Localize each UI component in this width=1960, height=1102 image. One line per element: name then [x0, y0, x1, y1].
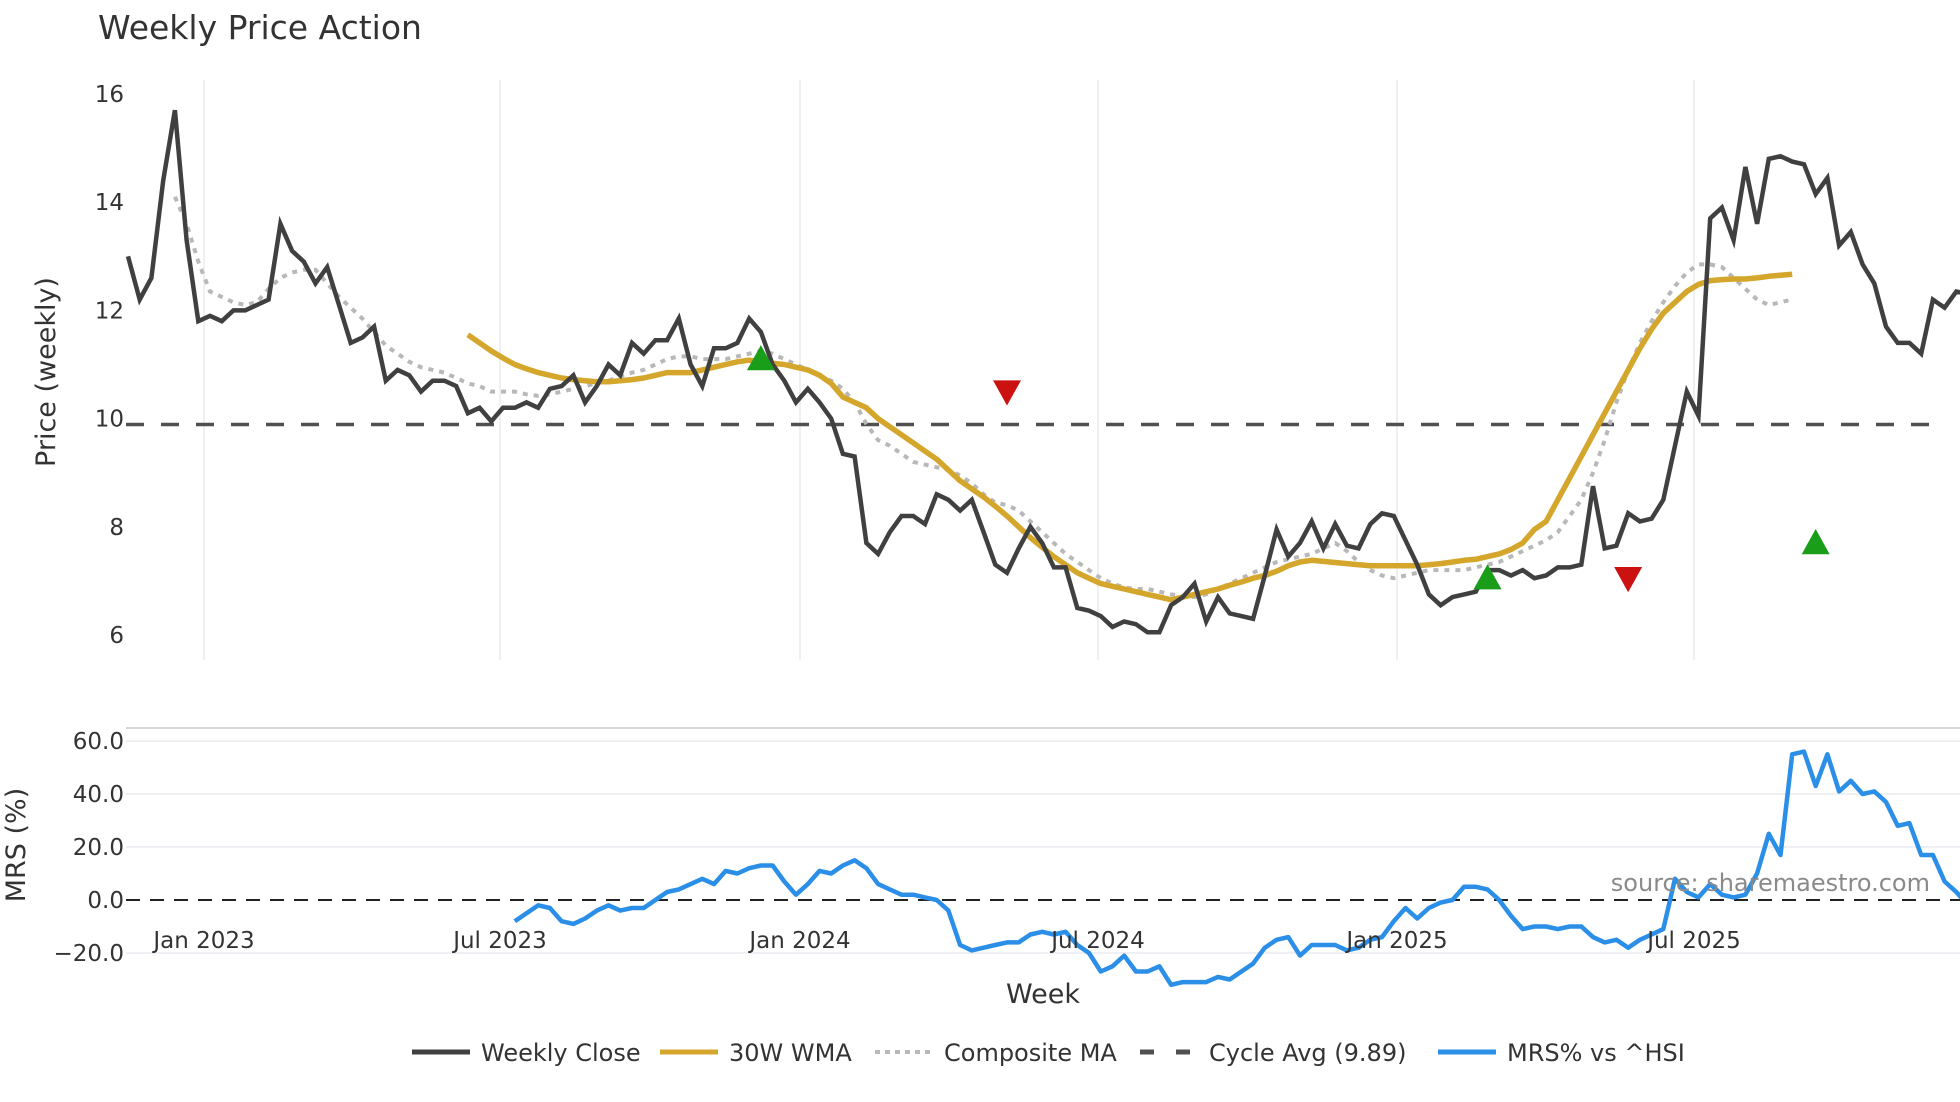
buy-signal-marker — [746, 345, 775, 371]
x-tick-label: Jan 2025 — [1344, 928, 1447, 954]
price-y-tick-label: 10 — [95, 407, 124, 433]
legend-label: 30W WMA — [729, 1039, 852, 1067]
legend-item: 30W WMA — [660, 1039, 852, 1067]
chart-title: Weekly Price Action — [98, 8, 422, 47]
legend-item: Cycle Avg (9.89) — [1140, 1039, 1406, 1067]
price-y-tick-label: 16 — [95, 82, 124, 108]
legend-label: Composite MA — [944, 1039, 1117, 1067]
buy-signal-marker — [1473, 564, 1502, 590]
price-y-tick-label: 8 — [109, 515, 124, 541]
source-annotation: source: sharemaestro.com — [1611, 869, 1930, 897]
price-y-tick-label: 12 — [95, 298, 124, 324]
x-tick-label: Jul 2025 — [1645, 928, 1741, 954]
legend-item: MRS% vs ^HSI — [1438, 1039, 1685, 1067]
buy-signal-marker — [1801, 529, 1830, 555]
sell-signal-marker — [993, 380, 1021, 406]
mrs-y-tick-label: 60.0 — [73, 729, 124, 755]
price-gridlines — [203, 80, 1695, 660]
legend: Weekly Close 30W WMA Composite MA Cycle Avg… — [412, 1039, 1685, 1067]
x-tick-label: Jul 2023 — [451, 928, 547, 954]
price-y-tick-label: 14 — [95, 190, 124, 216]
x-tick-label: Jan 2023 — [151, 928, 254, 954]
mrs-y-tick-label: 0.0 — [87, 888, 124, 914]
signal-markers — [746, 345, 1830, 593]
wma-30w-line — [466, 271, 1793, 603]
mrs-y-tick-label: 20.0 — [73, 835, 124, 861]
mrs-y-tick-label: −20.0 — [54, 941, 124, 967]
legend-label: MRS% vs ^HSI — [1507, 1039, 1685, 1067]
mrs-y-tick-label: 40.0 — [73, 782, 124, 808]
price-panel: 6 8 10 12 14 16 Price (weekly) — [31, 80, 1960, 660]
legend-label: Weekly Close — [481, 1039, 641, 1067]
x-tick-label: Jan 2024 — [747, 928, 850, 954]
mrs-line — [513, 749, 1960, 988]
mrs-y-ticks: 60.0 40.0 20.0 0.0 −20.0 — [54, 729, 124, 967]
price-y-tick-label: 6 — [109, 623, 124, 649]
x-tick-label: Jul 2024 — [1049, 928, 1145, 954]
weekly-close-line — [125, 109, 1960, 635]
price-y-axis-title: Price (weekly) — [31, 277, 62, 467]
legend-item: Weekly Close — [412, 1039, 641, 1067]
legend-label: Cycle Avg (9.89) — [1209, 1039, 1406, 1067]
legend-item: Composite MA — [875, 1039, 1117, 1067]
price-y-ticks: 6 8 10 12 14 16 — [95, 82, 124, 649]
sell-signal-marker — [1614, 566, 1643, 593]
mrs-y-axis-title: MRS (%) — [1, 788, 32, 903]
mrs-panel: 60.0 40.0 20.0 0.0 −20.0 MRS (%) source: sha… — [1, 727, 1960, 988]
mrs-gridlines — [126, 727, 1960, 954]
x-axis-title: Week — [1006, 979, 1080, 1010]
x-axis-ticks: Jan 2023 Jul 2023 Jan 2024 Jul 2024 Jan 2025… — [151, 928, 1740, 954]
